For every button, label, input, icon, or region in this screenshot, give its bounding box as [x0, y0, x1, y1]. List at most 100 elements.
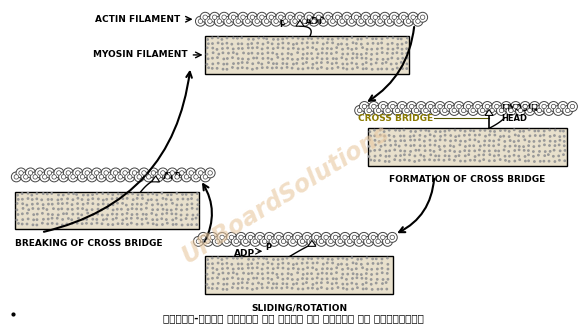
Circle shape — [342, 258, 343, 259]
Circle shape — [207, 58, 209, 60]
Circle shape — [336, 267, 338, 268]
Circle shape — [383, 237, 393, 246]
Circle shape — [371, 269, 372, 270]
Circle shape — [332, 68, 333, 69]
Circle shape — [323, 43, 324, 45]
Circle shape — [255, 19, 259, 23]
Circle shape — [415, 150, 417, 151]
Circle shape — [490, 131, 491, 132]
Circle shape — [38, 171, 42, 175]
Circle shape — [394, 159, 396, 160]
Circle shape — [386, 62, 387, 63]
Circle shape — [508, 151, 510, 152]
Circle shape — [67, 209, 69, 210]
Circle shape — [161, 218, 163, 219]
Circle shape — [332, 278, 334, 279]
Circle shape — [243, 272, 244, 274]
Circle shape — [332, 42, 333, 43]
Circle shape — [529, 135, 531, 137]
Circle shape — [130, 168, 140, 178]
Circle shape — [316, 269, 317, 270]
Circle shape — [475, 104, 480, 109]
Circle shape — [366, 269, 367, 270]
Circle shape — [351, 283, 353, 284]
Circle shape — [383, 15, 387, 19]
Circle shape — [498, 144, 500, 145]
Circle shape — [369, 156, 370, 157]
Circle shape — [404, 154, 405, 155]
Circle shape — [335, 15, 340, 19]
Circle shape — [330, 273, 332, 274]
Circle shape — [132, 171, 137, 175]
Circle shape — [525, 160, 526, 162]
Circle shape — [101, 168, 111, 178]
Circle shape — [31, 172, 40, 182]
Circle shape — [217, 257, 219, 259]
Circle shape — [136, 223, 138, 225]
Circle shape — [122, 214, 123, 215]
Circle shape — [406, 53, 407, 54]
Circle shape — [66, 223, 68, 225]
Circle shape — [248, 53, 249, 54]
Circle shape — [297, 272, 298, 273]
Circle shape — [264, 232, 274, 242]
Circle shape — [495, 150, 496, 151]
Circle shape — [528, 145, 529, 146]
Circle shape — [312, 47, 313, 48]
Circle shape — [58, 194, 59, 195]
Circle shape — [312, 67, 313, 69]
Circle shape — [268, 62, 269, 63]
Circle shape — [144, 172, 154, 182]
Circle shape — [396, 52, 397, 53]
Circle shape — [448, 130, 450, 131]
Circle shape — [236, 232, 246, 242]
Circle shape — [83, 194, 84, 196]
Circle shape — [392, 53, 393, 54]
Circle shape — [364, 106, 374, 115]
Circle shape — [415, 131, 416, 132]
Circle shape — [161, 171, 165, 175]
Circle shape — [276, 63, 278, 64]
Circle shape — [366, 53, 367, 54]
Circle shape — [232, 57, 233, 58]
Circle shape — [14, 175, 19, 179]
Circle shape — [242, 48, 243, 49]
Circle shape — [211, 37, 213, 38]
Circle shape — [395, 155, 396, 157]
Circle shape — [288, 268, 289, 269]
Circle shape — [92, 203, 93, 204]
Circle shape — [435, 140, 436, 141]
Circle shape — [483, 154, 484, 156]
Polygon shape — [308, 240, 316, 246]
Circle shape — [296, 63, 298, 64]
Circle shape — [559, 136, 561, 137]
Circle shape — [302, 274, 304, 275]
Circle shape — [330, 232, 340, 242]
Circle shape — [291, 67, 293, 69]
Circle shape — [425, 130, 427, 131]
Circle shape — [176, 193, 177, 194]
Circle shape — [317, 68, 318, 69]
Circle shape — [52, 217, 53, 219]
Circle shape — [312, 63, 313, 65]
Circle shape — [293, 19, 297, 23]
Circle shape — [338, 264, 339, 265]
Circle shape — [207, 274, 208, 275]
Circle shape — [366, 37, 367, 38]
Circle shape — [410, 131, 411, 132]
Circle shape — [341, 57, 343, 59]
Circle shape — [18, 199, 19, 200]
Circle shape — [107, 208, 108, 209]
Circle shape — [113, 171, 118, 175]
Circle shape — [187, 204, 188, 205]
Circle shape — [411, 15, 416, 19]
Text: SLIDING/ROTATION: SLIDING/ROTATION — [251, 303, 347, 312]
Circle shape — [458, 135, 460, 137]
Circle shape — [96, 222, 97, 224]
Circle shape — [312, 58, 313, 59]
Circle shape — [362, 235, 366, 240]
Circle shape — [304, 12, 314, 22]
Circle shape — [310, 239, 314, 243]
Circle shape — [228, 273, 229, 274]
Circle shape — [217, 19, 221, 23]
